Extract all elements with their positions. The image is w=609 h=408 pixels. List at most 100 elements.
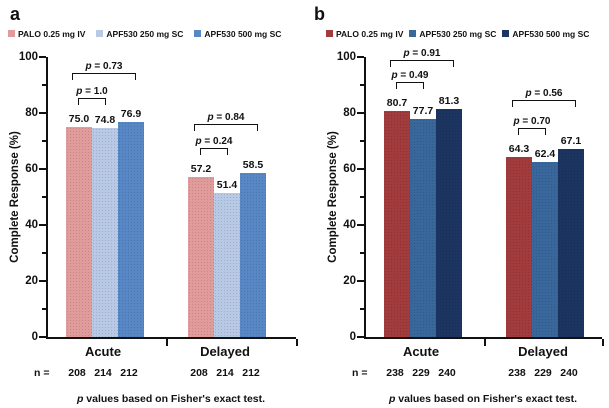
n-group: 238 229 240 <box>504 367 582 380</box>
plot-area: 0 20 40 60 80 100 Complete Response (%) 80.7 77.… <box>327 48 604 346</box>
x-group-label: Delayed <box>518 344 568 359</box>
p-value-label: p = 0.24 <box>195 135 233 147</box>
legend-swatch-icon <box>8 30 15 37</box>
legend-swatch-icon <box>409 30 417 37</box>
bar-value-label: 74.8 <box>94 113 116 126</box>
panel-label: a <box>10 4 21 24</box>
y-minor-tick <box>42 84 46 86</box>
bar <box>558 149 584 337</box>
n-value: 229 <box>412 367 430 379</box>
n-prefix-label: n = <box>34 367 50 379</box>
p-bracket-inner <box>396 82 424 90</box>
y-minor-tick <box>360 196 364 198</box>
legend-label: APF530 250 mg SC <box>106 28 184 39</box>
y-tick-label: 80 <box>343 107 356 119</box>
y-tick <box>357 224 364 226</box>
bar-value-label: 51.4 <box>216 179 238 192</box>
y-tick-label: 60 <box>25 163 38 175</box>
p-bracket-inner <box>518 127 546 135</box>
n-value: 240 <box>438 367 456 379</box>
y-tick-label: 100 <box>336 51 356 63</box>
bar-value-label: 67.1 <box>560 135 582 148</box>
p-bracket-outer <box>390 60 454 68</box>
p-bracket-outer <box>194 124 258 132</box>
p-value-label: p = 1.0 <box>76 86 108 97</box>
y-minor-tick <box>42 140 46 142</box>
bar-value-label: 77.7 <box>412 105 434 118</box>
y-tick-label: 100 <box>18 51 38 63</box>
footnote: p values based on Fisher's exact test. <box>76 393 266 405</box>
legend-swatch-icon <box>326 30 333 37</box>
y-tick-label: 20 <box>343 275 356 287</box>
legend-label: APF530 250 mg SC <box>419 28 497 39</box>
y-tick-label: 0 <box>349 331 356 343</box>
x-group-label: Acute <box>84 344 122 359</box>
legend-item: APF530 500 mg SC <box>194 29 281 39</box>
bar <box>410 119 436 337</box>
n-value: 212 <box>242 367 260 379</box>
legend-item: APF530 500 mg SC <box>502 29 589 39</box>
bar <box>92 127 118 338</box>
y-minor-tick <box>360 84 364 86</box>
panel-a: a PALO 0.25 mg IV APF530 250 mg SC APF530 5… <box>0 0 304 408</box>
legend-label: PALO 0.25 mg IV <box>18 28 86 39</box>
bar <box>214 193 240 337</box>
bar-value-label: 81.3 <box>438 95 460 108</box>
y-tick-label: 80 <box>25 107 38 119</box>
y-tick-label: 0 <box>31 331 38 343</box>
n-value: 240 <box>560 367 578 379</box>
legend-label: PALO 0.25 mg IV <box>336 28 404 39</box>
p-value-label: p = 0.49 <box>391 70 429 82</box>
y-tick <box>39 112 46 114</box>
legend-item: APF530 250 mg SC <box>409 29 496 39</box>
bar <box>188 176 214 338</box>
legend: PALO 0.25 mg IV APF530 250 mg SC APF530 50… <box>0 27 304 40</box>
bar-value-label: 58.5 <box>242 159 264 172</box>
bar <box>384 111 410 337</box>
x-axis-tick <box>484 339 486 346</box>
p-value-label: p = 0.70 <box>513 115 551 127</box>
n-prefix-label: n = <box>352 367 368 379</box>
y-tick <box>357 168 364 170</box>
p-value-label: p = 0.56 <box>525 88 563 100</box>
n-value: 214 <box>216 367 234 379</box>
y-minor-tick <box>360 252 364 254</box>
n-group: 238 229 240 <box>382 367 460 380</box>
p-value-label: p = 0.73 <box>85 60 123 72</box>
plot: 0 20 40 60 80 100 Complete Response (%) 75.0 74.… <box>9 51 298 346</box>
p-bracket-outer <box>512 100 576 108</box>
legend: PALO 0.25 mg IV APF530 250 mg SC APF530 50… <box>304 27 608 40</box>
p-bracket-inner <box>200 147 228 155</box>
bar <box>118 121 144 338</box>
p-bracket-inner <box>78 98 106 105</box>
n-value: 208 <box>190 367 208 379</box>
plot: 0 20 40 60 80 100 Complete Response (%) 80.7 77.… <box>327 48 604 346</box>
n-value: 238 <box>386 367 404 379</box>
x-axis-labels: Acute Delayed <box>364 344 602 361</box>
panel-label: b <box>314 4 325 24</box>
x-axis-tick <box>602 339 604 346</box>
y-tick <box>39 280 46 282</box>
y-tick-label: 20 <box>25 275 38 287</box>
n-row: n = 208 214 212 208 214 212 <box>34 367 296 380</box>
x-group-label: Acute <box>402 344 440 359</box>
bar <box>240 173 266 337</box>
y-tick <box>357 336 364 338</box>
bar-value-label: 75.0 <box>68 113 90 125</box>
x-axis-tick <box>166 339 168 346</box>
p-value-label: p = 0.91 <box>403 48 441 60</box>
legend-item: APF530 250 mg SC <box>96 29 183 39</box>
n-group: 208 214 212 <box>186 367 264 380</box>
n-value: 208 <box>68 367 86 379</box>
y-axis-title: Complete Response (%) <box>327 131 339 263</box>
bar-value-label: 64.3 <box>508 142 530 155</box>
legend-label: APF530 500 mg SC <box>204 28 282 39</box>
n-value: 238 <box>508 367 526 379</box>
y-tick <box>39 224 46 226</box>
y-minor-tick <box>42 252 46 254</box>
y-tick-label: 60 <box>343 163 356 175</box>
y-tick <box>39 168 46 170</box>
y-minor-tick <box>360 140 364 142</box>
n-value: 212 <box>120 367 138 379</box>
plot-area: 0 20 40 60 80 100 Complete Response (%) 75.0 74.… <box>9 51 298 346</box>
